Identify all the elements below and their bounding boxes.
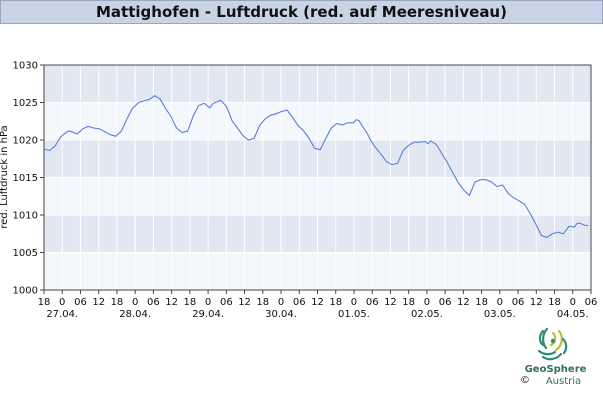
x-tick-label: 0 xyxy=(132,297,138,308)
x-tick-label: 06 xyxy=(220,297,233,308)
y-tick-label: 1010 xyxy=(13,211,38,222)
x-tick-label: 06 xyxy=(512,297,525,308)
x-tick-label: 06 xyxy=(439,297,452,308)
x-tick-label: 18 xyxy=(111,297,124,308)
x-tick-label: 06 xyxy=(366,297,379,308)
day-label: 27.04. xyxy=(46,309,78,320)
geosphere-logo: GeoSphere Austria © xyxy=(508,323,603,400)
logo-country: Austria xyxy=(545,376,582,387)
geosphere-logo-icon xyxy=(537,327,568,361)
y-axis: 1000 1005 1010 1015 1020 1025 1030 xyxy=(13,61,44,297)
chart-title: Mattighofen - Luftdruck (red. auf Meeres… xyxy=(96,3,507,21)
y-tick-label: 1030 xyxy=(13,61,38,72)
x-tick-label: 0 xyxy=(278,297,284,308)
day-label: 29.04. xyxy=(192,309,224,320)
x-tick-label: 0 xyxy=(59,297,65,308)
x-tick-label: 12 xyxy=(530,297,543,308)
x-tick-label: 12 xyxy=(238,297,251,308)
x-tick-label: 06 xyxy=(585,297,598,308)
x-axis: 18 0 06 12 18 0 06 12 18 0 06 12 18 0 06 12 18 0 06 12 18 0 06… xyxy=(38,290,598,308)
x-tick-label: 18 xyxy=(329,297,342,308)
x-tick-label: 06 xyxy=(147,297,160,308)
y-axis-label: red. Luftdruck in hPa xyxy=(0,125,10,228)
x-tick-label: 0 xyxy=(205,297,211,308)
day-label: 02.05. xyxy=(411,309,443,320)
y-tick-label: 1025 xyxy=(13,98,38,109)
x-tick-label: 18 xyxy=(402,297,415,308)
x-tick-label: 18 xyxy=(475,297,488,308)
day-label: 28.04. xyxy=(119,309,151,320)
x-tick-label: 12 xyxy=(92,297,105,308)
x-tick-label: 12 xyxy=(311,297,324,308)
x-tick-label: 18 xyxy=(256,297,269,308)
day-label: 04.05. xyxy=(557,309,589,320)
y-tick-label: 1015 xyxy=(13,173,38,184)
copyright-sign: © xyxy=(520,375,530,386)
x-tick-label: 06 xyxy=(293,297,306,308)
x-tick-label: 0 xyxy=(570,297,576,308)
x-tick-label: 18 xyxy=(183,297,196,308)
logo-name: GeoSphere xyxy=(524,364,587,375)
day-label: 03.05. xyxy=(484,309,516,320)
title-bar: Mattighofen - Luftdruck (red. auf Meeres… xyxy=(0,0,603,24)
day-label: 01.05. xyxy=(338,309,370,320)
grid-lines xyxy=(44,65,591,290)
x-tick-label: 0 xyxy=(351,297,357,308)
x-tick-label: 0 xyxy=(497,297,503,308)
x-tick-label: 0 xyxy=(424,297,430,308)
y-tick-label: 1020 xyxy=(13,136,38,147)
day-labels: 27.04. 28.04. 29.04. 30.04. 01.05. 02.05. 03.0… xyxy=(46,309,588,320)
x-tick-label: 12 xyxy=(384,297,397,308)
x-tick-label: 18 xyxy=(38,297,51,308)
x-tick-label: 12 xyxy=(457,297,470,308)
y-tick-label: 1000 xyxy=(13,286,38,297)
pressure-series-line xyxy=(43,95,589,239)
x-tick-label: 06 xyxy=(74,297,87,308)
x-tick-label: 18 xyxy=(548,297,561,308)
x-tick-label: 12 xyxy=(165,297,178,308)
day-label: 30.04. xyxy=(265,309,297,320)
y-tick-label: 1005 xyxy=(13,248,38,259)
